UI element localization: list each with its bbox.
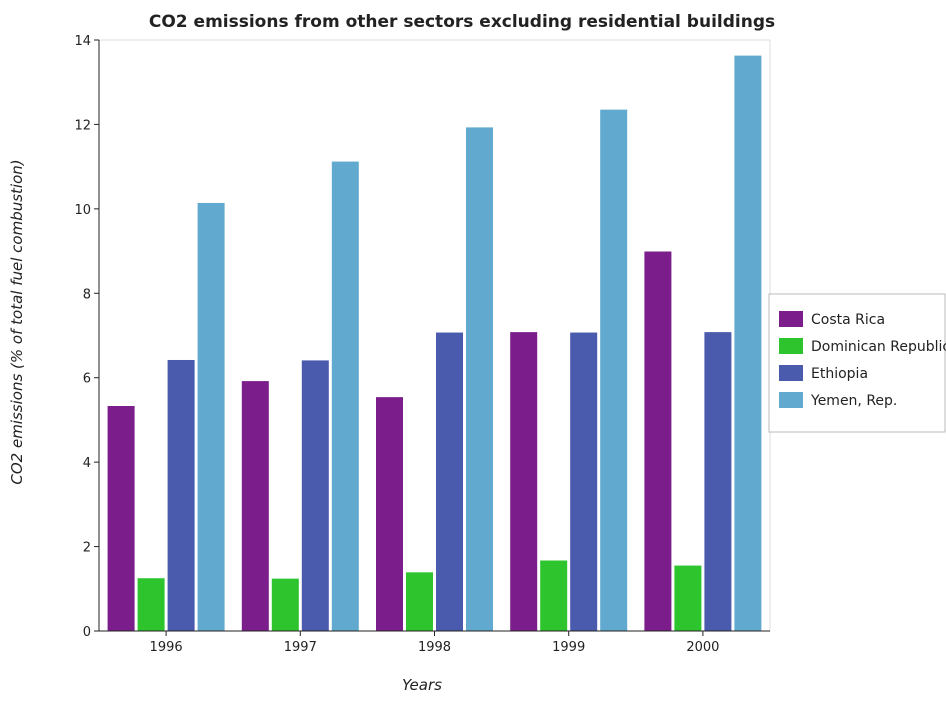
bar — [436, 332, 463, 631]
y-tick-label: 6 — [83, 372, 91, 387]
y-axis-label: CO2 emissions (% of total fuel combustio… — [8, 159, 26, 484]
bar — [510, 332, 538, 631]
x-axis: 1996 1997 1998 1999 2000 — [99, 630, 770, 655]
bar — [271, 578, 299, 631]
y-tick-label: 8 — [83, 287, 91, 302]
x-tick-label: 1996 — [150, 640, 183, 655]
x-tick-label: 1999 — [552, 640, 585, 655]
chart-title: CO2 emissions from other sectors excludi… — [149, 12, 775, 32]
y-axis: 0 2 4 6 8 10 12 14 — [74, 34, 100, 640]
plot-area — [98, 39, 771, 632]
bar — [107, 405, 135, 631]
y-tick-label: 12 — [74, 118, 91, 133]
legend-swatch — [779, 311, 803, 327]
bar — [197, 202, 225, 631]
x-tick-label: 1997 — [284, 640, 317, 655]
legend-label: Dominican Republic — [811, 339, 946, 355]
bar — [331, 161, 359, 631]
bar — [301, 360, 329, 631]
bar — [704, 332, 732, 631]
y-tick-label: 0 — [83, 625, 91, 640]
bar — [734, 55, 762, 632]
bar — [644, 251, 672, 631]
y-tick-label: 4 — [83, 456, 91, 471]
legend-label: Ethiopia — [811, 366, 868, 382]
y-tick-label: 10 — [74, 203, 91, 218]
bar — [600, 109, 628, 632]
bar — [376, 397, 403, 631]
legend-swatch — [779, 338, 803, 354]
legend-swatch — [779, 392, 803, 408]
bar — [466, 127, 493, 631]
bar — [406, 572, 433, 631]
legend-swatch — [779, 365, 803, 381]
bar — [540, 560, 568, 631]
bar — [137, 578, 165, 631]
x-tick-label: 2000 — [686, 640, 719, 655]
legend: Costa Rica Dominican Republic Ethiopia Yeme… — [768, 293, 946, 433]
y-tick-label: 14 — [74, 34, 91, 49]
x-axis-label: Years — [402, 676, 442, 694]
legend-label: Yemen, Rep. — [810, 393, 897, 409]
legend-label: Costa Rica — [811, 312, 885, 328]
bar — [241, 381, 269, 631]
bar — [167, 359, 195, 631]
y-tick-label: 2 — [83, 541, 91, 556]
x-tick-label: 1998 — [418, 640, 451, 655]
bar — [674, 565, 702, 631]
bar — [570, 332, 598, 631]
